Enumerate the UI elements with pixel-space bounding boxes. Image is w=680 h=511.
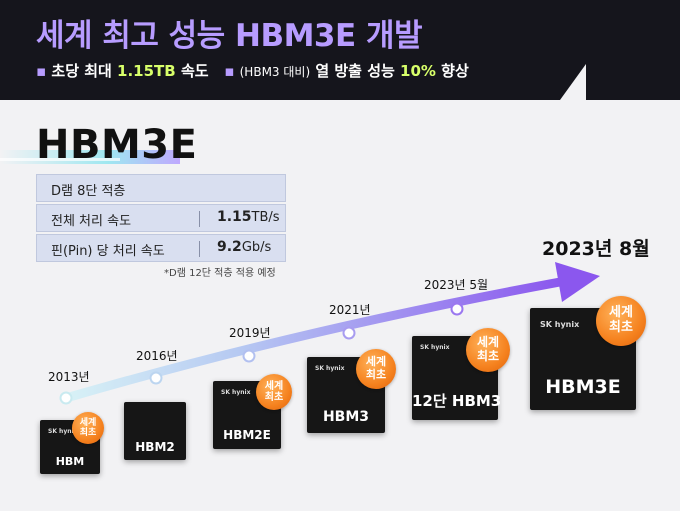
sk-hynix-logo: SK hynix: [48, 428, 78, 435]
decorative-line: [0, 158, 120, 161]
milestone-year: 2023년 5월: [424, 278, 489, 292]
world-first-badge: 세계 최초: [466, 328, 510, 372]
world-first-badge: 세계 최초: [596, 296, 646, 346]
bullet-icon: ▪: [224, 62, 240, 80]
sk-hynix-logo: SK hynix: [420, 344, 450, 351]
chip-label: HBM: [55, 455, 85, 468]
page-title: 세계 최고 성능 HBM3E 개발: [36, 18, 423, 54]
milestone-year: 2013년: [48, 370, 90, 384]
product-name: HBM3E: [36, 122, 198, 168]
bullet-icon: ▪: [36, 62, 52, 80]
spec-row: 전체 처리 속도 1.15TB/s: [36, 204, 286, 232]
chip-label: HBM3E: [545, 376, 621, 398]
world-first-badge: 세계 최초: [256, 374, 292, 410]
timeline-node: [149, 371, 163, 385]
spec-label: D램 8단 적층: [51, 184, 126, 199]
subtitle-2-mid: 열 방출 성능: [310, 62, 401, 80]
chip-label: 12단 HBM3: [412, 392, 502, 410]
subtitle-1-suffix: 속도: [175, 62, 209, 80]
spec-row: D램 8단 적층: [36, 174, 286, 202]
sk-hynix-logo: SK hynix: [221, 389, 251, 396]
spec-divider: [199, 241, 200, 257]
chip-label: HBM2: [135, 440, 175, 454]
subtitle-2-value: 10%: [400, 62, 436, 80]
chip-label: HBM2E: [223, 428, 271, 442]
spec-label: 핀(Pin) 당 처리 속도: [51, 244, 165, 259]
chip-hbm2: HBM2: [124, 402, 186, 460]
world-first-badge: 세계 최초: [356, 349, 396, 389]
milestone-year: 2019년: [229, 326, 271, 340]
spec-row: 핀(Pin) 당 처리 속도 9.2Gb/s: [36, 234, 286, 262]
sk-hynix-logo: SK hynix: [540, 320, 580, 329]
timeline-node: [59, 391, 73, 405]
spec-value: 9.2Gb/s: [217, 239, 272, 255]
world-first-badge: 세계 최초: [72, 412, 104, 444]
spec-divider: [199, 211, 200, 227]
subtitle-1-prefix: 초당 최대: [51, 62, 118, 80]
latest-date: 2023년 8월: [542, 238, 650, 260]
milestone-year: 2016년: [136, 349, 178, 363]
header-notch: [560, 64, 586, 100]
subtitle-2-suffix: 향상: [435, 62, 469, 80]
spec-value: 1.15TB/s: [217, 209, 280, 225]
timeline-node: [342, 326, 356, 340]
milestone-year: 2021년: [329, 303, 371, 317]
spec-label: 전체 처리 속도: [51, 214, 132, 229]
sk-hynix-logo: SK hynix: [315, 365, 345, 372]
subtitle-2-paren: (HBM3 대비): [239, 65, 311, 79]
subtitle-1-value: 1.15TB: [117, 62, 176, 80]
spec-note: *D램 12단 적층 적용 예정: [164, 268, 276, 279]
timeline-node: [450, 302, 464, 316]
subtitle: ▪ 초당 최대 1.15TB 속도 ▪ (HBM3 대비) 열 방출 성능 10…: [36, 60, 469, 81]
chip-label: HBM3: [322, 409, 370, 425]
timeline-node: [242, 349, 256, 363]
